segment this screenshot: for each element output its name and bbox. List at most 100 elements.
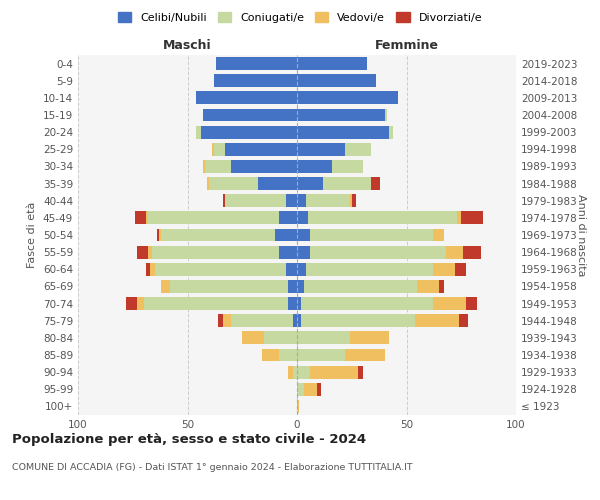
Bar xyxy=(297,348,345,362)
Bar xyxy=(297,228,310,241)
Y-axis label: Fasce di età: Fasce di età xyxy=(28,202,37,268)
Bar xyxy=(152,246,280,258)
Bar xyxy=(317,383,321,396)
Bar xyxy=(459,314,468,327)
Bar xyxy=(371,177,380,190)
Bar xyxy=(137,297,144,310)
Bar xyxy=(135,212,146,224)
Bar xyxy=(212,143,214,156)
Bar xyxy=(216,57,297,70)
Bar xyxy=(461,212,483,224)
Bar xyxy=(389,126,394,138)
Bar xyxy=(310,228,433,241)
Bar xyxy=(466,297,476,310)
Bar xyxy=(332,160,363,173)
Bar xyxy=(126,297,137,310)
Bar xyxy=(304,280,418,293)
Bar xyxy=(310,246,446,258)
Bar xyxy=(345,348,385,362)
Bar xyxy=(232,160,297,173)
Bar xyxy=(223,194,225,207)
Bar xyxy=(415,314,459,327)
Bar xyxy=(297,332,350,344)
Bar xyxy=(293,366,297,378)
Bar xyxy=(352,194,356,207)
Bar xyxy=(306,194,350,207)
Bar xyxy=(455,263,466,276)
Bar xyxy=(306,263,433,276)
Bar xyxy=(257,177,297,190)
Bar xyxy=(286,263,297,276)
Bar xyxy=(358,366,363,378)
Text: Maschi: Maschi xyxy=(163,38,212,52)
Bar xyxy=(225,143,297,156)
Bar xyxy=(385,108,387,122)
Bar xyxy=(232,314,293,327)
Bar xyxy=(242,332,264,344)
Bar xyxy=(288,280,297,293)
Bar xyxy=(297,194,306,207)
Bar xyxy=(293,314,297,327)
Bar xyxy=(297,280,304,293)
Bar xyxy=(161,280,170,293)
Bar xyxy=(223,314,232,327)
Bar xyxy=(301,314,415,327)
Bar xyxy=(323,177,371,190)
Bar xyxy=(433,228,444,241)
Bar xyxy=(418,280,439,293)
Bar xyxy=(157,228,159,241)
Bar xyxy=(297,314,301,327)
Bar xyxy=(200,126,297,138)
Bar xyxy=(433,297,466,310)
Bar xyxy=(308,212,457,224)
Bar xyxy=(350,194,352,207)
Bar xyxy=(262,348,280,362)
Bar xyxy=(297,74,376,87)
Bar xyxy=(345,143,371,156)
Bar xyxy=(209,177,257,190)
Bar xyxy=(155,263,286,276)
Bar xyxy=(196,92,297,104)
Bar xyxy=(264,332,297,344)
Bar xyxy=(297,143,345,156)
Bar xyxy=(214,143,225,156)
Bar xyxy=(280,246,297,258)
Bar xyxy=(218,314,223,327)
Bar xyxy=(297,366,310,378)
Bar xyxy=(207,177,209,190)
Bar xyxy=(297,263,306,276)
Bar xyxy=(297,297,301,310)
Bar xyxy=(148,246,152,258)
Bar xyxy=(433,263,455,276)
Bar xyxy=(205,160,232,173)
Bar xyxy=(297,246,310,258)
Bar xyxy=(148,212,280,224)
Bar xyxy=(280,212,297,224)
Bar xyxy=(297,400,299,413)
Bar xyxy=(196,126,200,138)
Bar xyxy=(297,212,308,224)
Bar xyxy=(203,160,205,173)
Bar xyxy=(170,280,288,293)
Bar xyxy=(439,280,444,293)
Bar xyxy=(137,246,148,258)
Text: COMUNE DI ACCADIA (FG) - Dati ISTAT 1° gennaio 2024 - Elaborazione TUTTITALIA.IT: COMUNE DI ACCADIA (FG) - Dati ISTAT 1° g… xyxy=(12,462,413,471)
Bar xyxy=(203,108,297,122)
Bar xyxy=(301,297,433,310)
Bar xyxy=(288,297,297,310)
Bar xyxy=(280,348,297,362)
Bar xyxy=(463,246,481,258)
Bar xyxy=(275,228,297,241)
Bar xyxy=(159,228,161,241)
Bar xyxy=(286,194,297,207)
Bar xyxy=(150,263,155,276)
Bar xyxy=(297,383,304,396)
Bar xyxy=(446,246,463,258)
Bar xyxy=(297,160,332,173)
Bar xyxy=(146,263,150,276)
Bar xyxy=(146,212,148,224)
Legend: Celibi/Nubili, Coniugati/e, Vedovi/e, Divorziati/e: Celibi/Nubili, Coniugati/e, Vedovi/e, Di… xyxy=(113,8,487,28)
Bar xyxy=(304,383,317,396)
Bar xyxy=(297,108,385,122)
Bar xyxy=(214,74,297,87)
